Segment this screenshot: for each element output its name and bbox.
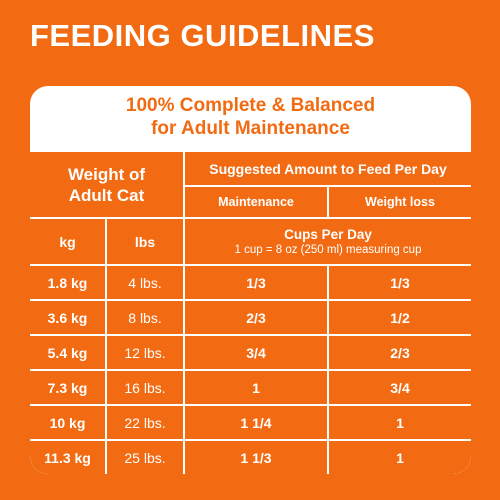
kg-header: kg [30, 219, 105, 264]
weightloss-header: Weight loss [329, 187, 471, 217]
card-header: 100% Complete & Balanced for Adult Maint… [30, 86, 471, 152]
row-maintenance: 1 1/3 [185, 441, 327, 474]
row-maintenance: 3/4 [185, 336, 327, 369]
row-kg: 5.4 kg [30, 336, 105, 369]
lbs-header: lbs [107, 219, 183, 264]
row-weight-loss: 1 [329, 406, 471, 439]
feeding-table: Weight of Adult Cat Suggested Amount to … [30, 152, 471, 474]
feeding-table-card: 100% Complete & Balanced for Adult Maint… [30, 86, 471, 474]
row-kg: 1.8 kg [30, 266, 105, 299]
row-weight-loss: 2/3 [329, 336, 471, 369]
cups-header: Cups Per Day 1 cup = 8 oz (250 ml) measu… [185, 219, 471, 264]
row-kg: 7.3 kg [30, 371, 105, 404]
row-maintenance: 2/3 [185, 301, 327, 334]
weight-header-line2: Adult Cat [68, 185, 145, 205]
row-lbs: 22 lbs. [107, 406, 183, 439]
row-lbs: 8 lbs. [107, 301, 183, 334]
cups-title: Cups Per Day [284, 226, 372, 242]
weight-header: Weight of Adult Cat [30, 152, 183, 217]
row-lbs: 25 lbs. [107, 441, 183, 474]
row-weight-loss: 1/2 [329, 301, 471, 334]
row-maintenance: 1 1/4 [185, 406, 327, 439]
page-title: FEEDING GUIDELINES [30, 18, 375, 53]
suggested-header: Suggested Amount to Feed Per Day [185, 152, 471, 185]
row-weight-loss: 1 [329, 441, 471, 474]
row-kg: 11.3 kg [30, 441, 105, 474]
row-maintenance: 1/3 [185, 266, 327, 299]
row-lbs: 16 lbs. [107, 371, 183, 404]
row-kg: 10 kg [30, 406, 105, 439]
row-maintenance: 1 [185, 371, 327, 404]
row-lbs: 12 lbs. [107, 336, 183, 369]
cups-subtitle: 1 cup = 8 oz (250 ml) measuring cup [234, 243, 422, 256]
maintenance-header: Maintenance [185, 187, 327, 217]
row-weight-loss: 1/3 [329, 266, 471, 299]
weight-header-line1: Weight of [67, 164, 146, 184]
card-header-line2: for Adult Maintenance [151, 118, 350, 139]
row-kg: 3.6 kg [30, 301, 105, 334]
row-lbs: 4 lbs. [107, 266, 183, 299]
row-weight-loss: 3/4 [329, 371, 471, 404]
card-header-line1: 100% Complete & Balanced [125, 95, 376, 116]
